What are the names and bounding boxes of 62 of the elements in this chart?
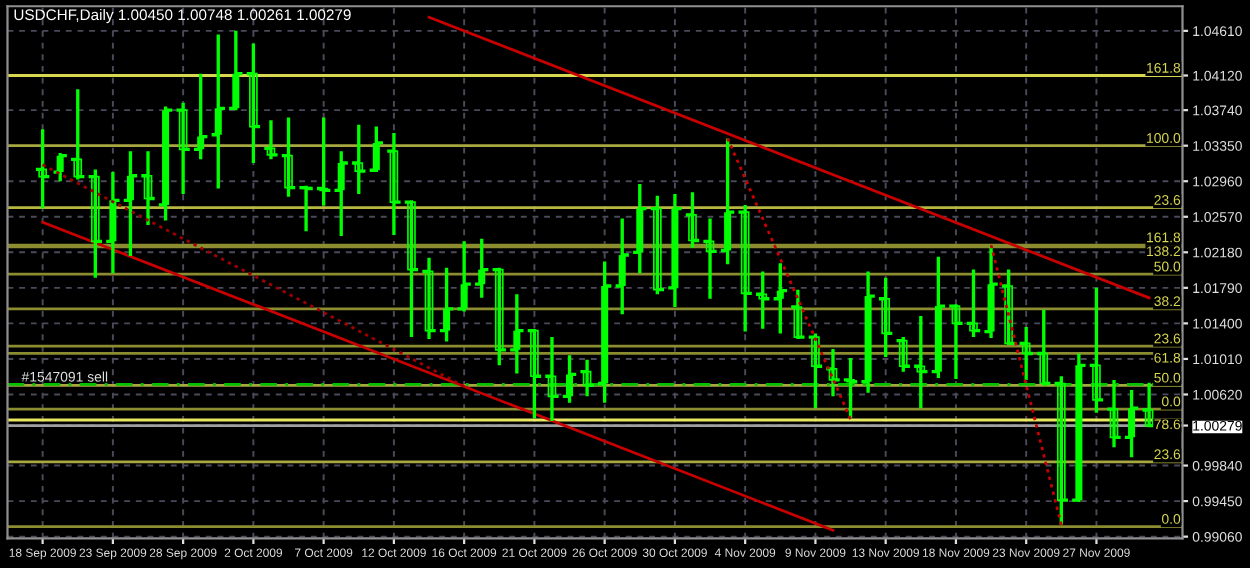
candlestick [596, 259, 613, 405]
candlestick [631, 182, 649, 275]
candlestick [543, 335, 561, 423]
candlestick [139, 149, 157, 227]
candlestick [561, 353, 578, 405]
candlestick [1017, 325, 1035, 382]
candlestick [1000, 267, 1017, 346]
candlestick [877, 276, 895, 359]
candlestick [912, 314, 930, 410]
candlestick [51, 151, 69, 183]
candlestick [526, 329, 543, 420]
candlestick [1070, 351, 1088, 504]
candlestick [982, 243, 1000, 340]
candlestick [420, 256, 438, 341]
candlestick [86, 167, 104, 280]
candlestick [1052, 374, 1070, 527]
candlestick [649, 194, 666, 296]
candlestick [894, 335, 912, 374]
candlestick [684, 190, 701, 250]
candlestick [842, 356, 859, 421]
candlestick [385, 131, 403, 237]
candlestick [192, 72, 210, 162]
candlestick [859, 269, 877, 395]
candlestick [350, 123, 368, 196]
candlestick [473, 236, 491, 300]
candlestick [332, 149, 350, 238]
candlestick [965, 267, 982, 339]
candlestick [403, 198, 420, 339]
candlestick [789, 288, 807, 341]
candlestick [455, 239, 473, 314]
candlestick [666, 192, 684, 309]
candlestick [1140, 381, 1158, 429]
candlestick [1123, 388, 1140, 460]
candlestick [1088, 286, 1105, 415]
candlestick [69, 87, 87, 182]
candlestick [209, 32, 227, 191]
candlestick [438, 266, 455, 344]
candlestick [245, 41, 262, 165]
candlestick [930, 255, 947, 380]
candlestick [367, 124, 385, 174]
candlestick [771, 261, 789, 336]
candlestick [578, 358, 596, 398]
candlestick [754, 269, 772, 331]
candlestick [1035, 308, 1053, 386]
candlestick [157, 104, 174, 223]
candlestick [262, 118, 280, 162]
candlestick [104, 170, 122, 275]
candlestick [122, 149, 139, 258]
candlestick [174, 101, 192, 196]
candlestick [34, 127, 51, 211]
candlestick [947, 302, 965, 381]
candlestick [736, 203, 754, 334]
candlestick [807, 331, 824, 410]
candlestick [719, 136, 736, 266]
candlestick [1105, 378, 1123, 449]
candlestick [613, 216, 631, 316]
candlestick [280, 115, 297, 199]
candlestick [824, 347, 842, 398]
candlestick [490, 266, 508, 367]
candlestick [701, 216, 719, 301]
candlestick [227, 29, 245, 112]
candlestick [508, 292, 526, 376]
